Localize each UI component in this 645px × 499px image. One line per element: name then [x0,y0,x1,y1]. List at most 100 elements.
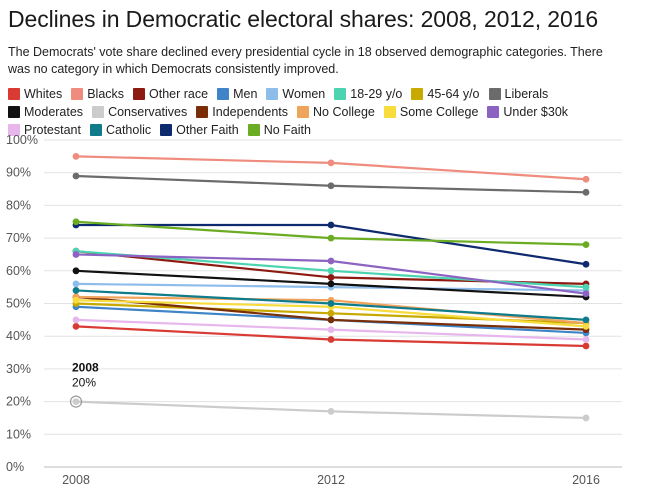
legend-label: Men [233,87,258,101]
hover-ring [69,395,83,408]
data-point[interactable] [582,283,590,291]
legend-item[interactable]: Independents [196,104,288,120]
y-tick-label: 70% [6,231,31,245]
data-point[interactable] [327,300,335,307]
data-point[interactable] [327,267,335,275]
data-point[interactable] [327,408,335,415]
data-point[interactable] [327,316,335,324]
legend-item[interactable]: Catholic [89,122,152,138]
legend-item[interactable]: No College [297,104,375,120]
legend-label: Moderates [24,105,84,119]
legend-item[interactable]: Conservatives [92,104,187,120]
legend-swatch [89,124,102,136]
legend-swatch [71,88,84,100]
data-point[interactable] [72,280,80,288]
data-point[interactable] [72,322,80,330]
data-point[interactable] [327,326,335,334]
data-point[interactable] [72,152,80,160]
legend-swatch [8,106,20,118]
legend-label: No College [313,105,375,119]
data-point[interactable] [582,175,590,183]
legend-swatch [247,124,260,136]
legend-label: Liberals [504,87,549,101]
y-tick-label: 90% [6,166,31,180]
legend-label: Conservatives [108,105,188,119]
data-point[interactable] [327,234,335,242]
data-point[interactable] [72,251,80,258]
legend-item[interactable]: No Faith [247,122,311,138]
legend-swatch [217,88,230,100]
data-point[interactable] [327,182,335,190]
legend-swatch [297,106,310,118]
legend: Whites Blacks Other race Men Women 18-29 y/o 4… [8,86,638,140]
legend-label: Whites [24,87,63,101]
data-point[interactable] [582,290,590,298]
y-tick-label: 100% [6,133,38,147]
data-point[interactable] [582,260,590,268]
data-point[interactable] [582,188,590,196]
legend-swatch [133,88,146,100]
legend-swatch [92,106,105,118]
data-point[interactable] [582,316,590,324]
data-point[interactable] [582,241,590,249]
legend-item[interactable]: 18-29 y/o [334,86,402,102]
legend-item[interactable]: Some College [383,104,479,120]
data-point[interactable] [327,159,335,167]
y-tick-label: 30% [6,362,31,376]
legend-label: Blacks [87,87,125,101]
legend-item[interactable]: Other race [133,86,208,102]
x-tick-label: 2016 [572,473,600,487]
data-point[interactable] [72,172,80,180]
chart-title: Declines in Democratic electoral shares:… [8,6,599,32]
data-point[interactable] [72,296,80,304]
y-tick-label: 40% [6,329,31,343]
data-point[interactable] [582,414,590,422]
tooltip-year: 2008 [72,361,99,375]
legend-swatch [334,88,347,100]
chart-subtitle: The Democrats' vote share declined every… [8,45,603,76]
legend-item[interactable]: Women [266,86,325,102]
data-point[interactable] [72,316,80,324]
y-tick-label: 0% [6,460,24,474]
data-point[interactable] [327,221,335,229]
legend-swatch [487,106,500,118]
data-point[interactable] [327,257,335,265]
legend-item[interactable]: Moderates [8,104,83,120]
legend-swatch [488,88,501,100]
data-point[interactable] [72,287,80,294]
data-point[interactable] [582,342,590,350]
data-point[interactable] [72,267,80,275]
legend-label: Women [282,87,326,101]
data-point[interactable] [72,398,80,405]
data-point[interactable] [327,336,335,343]
y-tick-label: 10% [6,427,31,441]
legend-swatch [8,88,20,100]
legend-item[interactable]: Liberals [488,86,549,102]
x-tick-label: 2008 [62,473,90,487]
legend-item[interactable]: Other Faith [160,122,239,138]
legend-label: 45-64 y/o [427,87,480,101]
data-point[interactable] [327,280,335,288]
data-point[interactable] [327,273,335,281]
legend-item[interactable]: Blacks [71,86,124,102]
tooltip-value: 20% [72,376,96,390]
legend-item[interactable]: 45-64 y/o [411,86,480,102]
legend-label: Catholic [105,123,152,137]
legend-item[interactable]: Under $30k [487,104,568,120]
legend-label: Protestant [24,123,81,137]
legend-swatch [383,106,396,118]
data-point[interactable] [582,322,590,330]
legend-item[interactable]: Protestant [8,122,81,138]
legend-swatch [266,88,279,100]
legend-label: Some College [399,105,479,119]
data-point[interactable] [582,336,590,343]
data-point[interactable] [327,309,335,317]
legend-label: 18-29 y/o [350,87,403,101]
y-tick-label: 50% [6,297,31,311]
legend-label: Other Faith [176,123,239,137]
data-point[interactable] [72,218,80,226]
legend-swatch [160,124,173,136]
legend-item[interactable]: Men [217,86,257,102]
legend-item[interactable]: Whites [8,86,62,102]
